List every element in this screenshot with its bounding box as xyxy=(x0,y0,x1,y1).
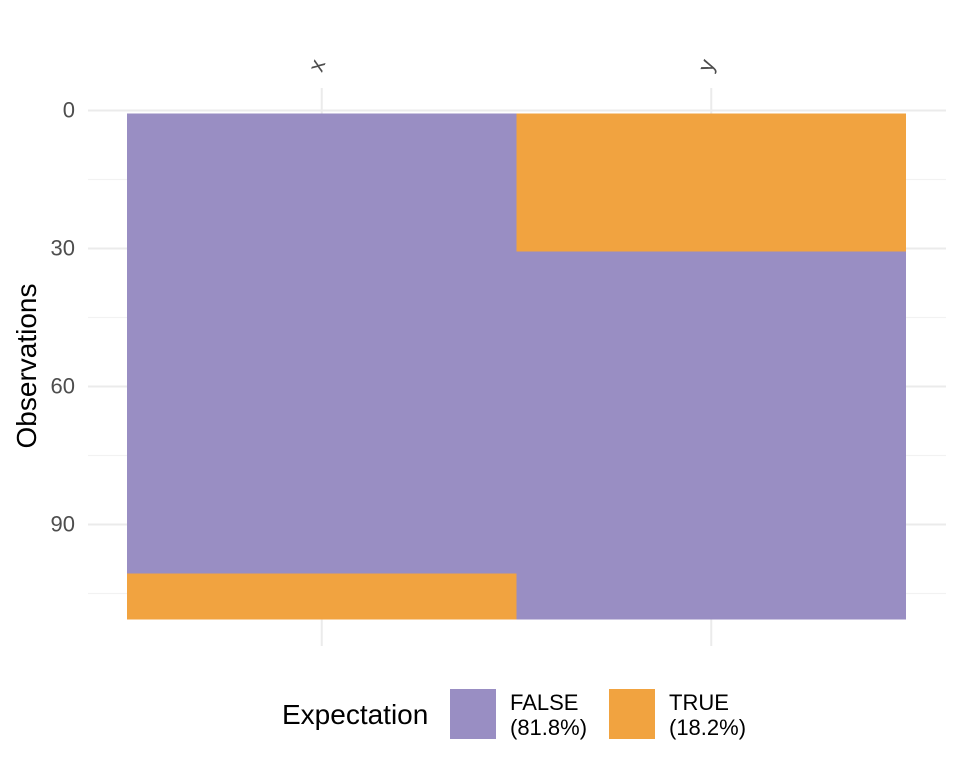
tiles xyxy=(127,113,906,620)
tile-y-false xyxy=(516,251,906,620)
tile-y-true xyxy=(516,113,906,252)
y-tick-label: 90 xyxy=(51,512,75,537)
tile-x-false xyxy=(127,113,517,574)
legend-percent: (81.8%) xyxy=(510,715,587,740)
y-axis-title: Observations xyxy=(11,284,42,449)
y-tick-label: 0 xyxy=(63,98,75,123)
legend-label: FALSE xyxy=(510,690,578,715)
legend-key-true xyxy=(609,689,655,739)
legend-title: Expectation xyxy=(282,699,428,730)
legend-percent: (18.2%) xyxy=(669,715,746,740)
x-tick-label: y xyxy=(693,56,720,75)
y-tick-labels: 0 30 60 90 xyxy=(51,98,75,537)
legend: Expectation FALSE(81.8%) TRUE(18.2%) xyxy=(282,689,746,740)
y-tick-label: 30 xyxy=(51,236,75,261)
legend-label: TRUE xyxy=(669,690,729,715)
x-tick-label: x xyxy=(303,56,330,75)
y-tick-label: 60 xyxy=(51,374,75,399)
tile-x-true xyxy=(127,573,517,620)
legend-key-false xyxy=(450,689,496,739)
